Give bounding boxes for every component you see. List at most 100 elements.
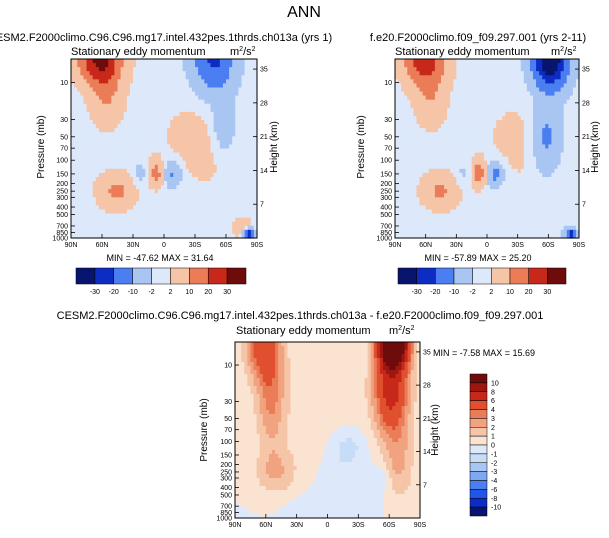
heatmap-cell xyxy=(71,197,75,202)
heatmap-cell xyxy=(502,132,506,137)
heatmap-cell xyxy=(539,99,543,105)
heatmap-cell xyxy=(437,181,442,186)
heatmap-cell xyxy=(533,205,537,211)
heatmap-cell xyxy=(235,229,239,235)
heatmap-cell xyxy=(560,87,565,93)
heatmap-cell xyxy=(514,193,519,198)
heatmap-cell xyxy=(204,63,208,68)
heatmap-cell xyxy=(117,83,122,89)
heatmap-cell xyxy=(176,83,181,89)
heatmap-cell xyxy=(401,144,405,150)
heatmap-cell xyxy=(71,209,75,215)
heatmap-cell xyxy=(557,205,562,211)
heatmap-cell xyxy=(422,144,427,150)
heatmap-cell xyxy=(185,168,190,174)
heatmap-cell xyxy=(563,87,568,93)
heatmap-cell xyxy=(179,111,184,117)
heatmap-cell xyxy=(98,79,103,85)
heatmap-cell xyxy=(247,156,252,162)
heatmap-cell xyxy=(548,95,552,101)
heatmap-cell xyxy=(86,148,91,154)
heatmap-cell xyxy=(419,172,424,178)
heatmap-cell xyxy=(148,193,153,198)
heatmap-cell xyxy=(126,91,131,97)
heatmap-cell xyxy=(83,140,88,146)
heatmap-cell xyxy=(222,99,227,105)
heatmap-cell xyxy=(410,71,414,76)
heatmap-cell xyxy=(425,103,430,109)
heatmap-cell xyxy=(250,95,255,101)
heatmap-cell xyxy=(222,103,227,109)
heatmap-cell xyxy=(250,115,255,121)
heatmap-cell xyxy=(539,185,543,190)
heatmap-cell xyxy=(179,213,184,219)
heatmap-cell xyxy=(74,136,78,141)
heatmap-cell xyxy=(179,225,184,231)
heatmap-cell xyxy=(226,168,230,174)
heatmap-cell xyxy=(434,107,439,113)
heatmap-cell xyxy=(241,221,246,227)
heatmap-cell xyxy=(114,136,119,141)
heatmap-cell xyxy=(508,115,513,121)
heatmap-cell xyxy=(490,172,494,178)
heatmap-cell xyxy=(207,148,212,154)
heatmap-cell xyxy=(468,95,473,101)
heatmap-cell xyxy=(232,156,236,162)
heatmap-cell xyxy=(480,59,485,64)
heatmap-cell xyxy=(188,59,193,64)
heatmap-cell xyxy=(520,59,525,64)
heatmap-cell xyxy=(238,189,243,194)
heatmap-cell xyxy=(222,67,227,72)
heatmap-cell xyxy=(554,95,559,101)
heatmap-cell xyxy=(490,111,494,117)
heatmap-cell xyxy=(222,115,227,121)
heatmap-cell xyxy=(117,205,122,211)
heatmap-cell xyxy=(201,213,205,219)
heatmap-cell xyxy=(229,185,233,190)
heatmap-cell xyxy=(474,160,479,166)
heatmap-cell xyxy=(98,95,103,101)
heatmap-cell xyxy=(105,156,109,162)
heatmap-cell xyxy=(416,176,421,182)
heatmap-cell xyxy=(431,115,436,121)
heatmap-cell xyxy=(229,160,233,166)
heatmap-cell xyxy=(102,209,106,215)
heatmap-cell xyxy=(111,75,115,80)
heatmap-cell xyxy=(526,164,531,170)
heatmap-cell xyxy=(71,152,75,158)
heatmap-cell xyxy=(526,176,531,182)
heatmap-cell xyxy=(74,197,78,202)
heatmap-cell xyxy=(444,172,448,178)
heatmap-cell xyxy=(551,124,556,129)
heatmap-cell xyxy=(401,128,405,133)
heatmap-cell xyxy=(114,144,119,150)
heatmap-cell xyxy=(151,201,156,207)
heatmap-cell xyxy=(244,111,249,117)
heatmap-cell xyxy=(398,128,402,133)
heatmap-cell xyxy=(244,189,249,194)
colorbar-swatch xyxy=(207,267,228,285)
heatmap-cell xyxy=(198,181,202,186)
heatmap-cell xyxy=(71,71,75,76)
heatmap-cell xyxy=(83,132,88,137)
heatmap-cell xyxy=(129,83,134,89)
heatmap-cell xyxy=(514,83,519,89)
heatmap-cell xyxy=(201,148,205,154)
heatmap-cell xyxy=(111,185,115,190)
heatmap-cell xyxy=(514,140,519,146)
heatmap-cell xyxy=(151,168,156,174)
heatmap-cell xyxy=(216,164,221,170)
heatmap-cell xyxy=(496,128,500,133)
heatmap-cell xyxy=(422,148,427,154)
heatmap-cell xyxy=(441,209,445,215)
heatmap-cell xyxy=(123,213,128,219)
heatmap-cell xyxy=(499,132,503,137)
heatmap-cell xyxy=(111,189,115,194)
y-tick-label: 10 xyxy=(60,80,68,87)
heatmap-cell xyxy=(182,75,187,80)
heatmap-cell xyxy=(216,176,221,182)
heatmap-cell xyxy=(204,115,208,121)
heatmap-cell xyxy=(232,63,236,68)
heatmap-cell xyxy=(105,63,109,68)
heatmap-cell xyxy=(154,63,159,68)
